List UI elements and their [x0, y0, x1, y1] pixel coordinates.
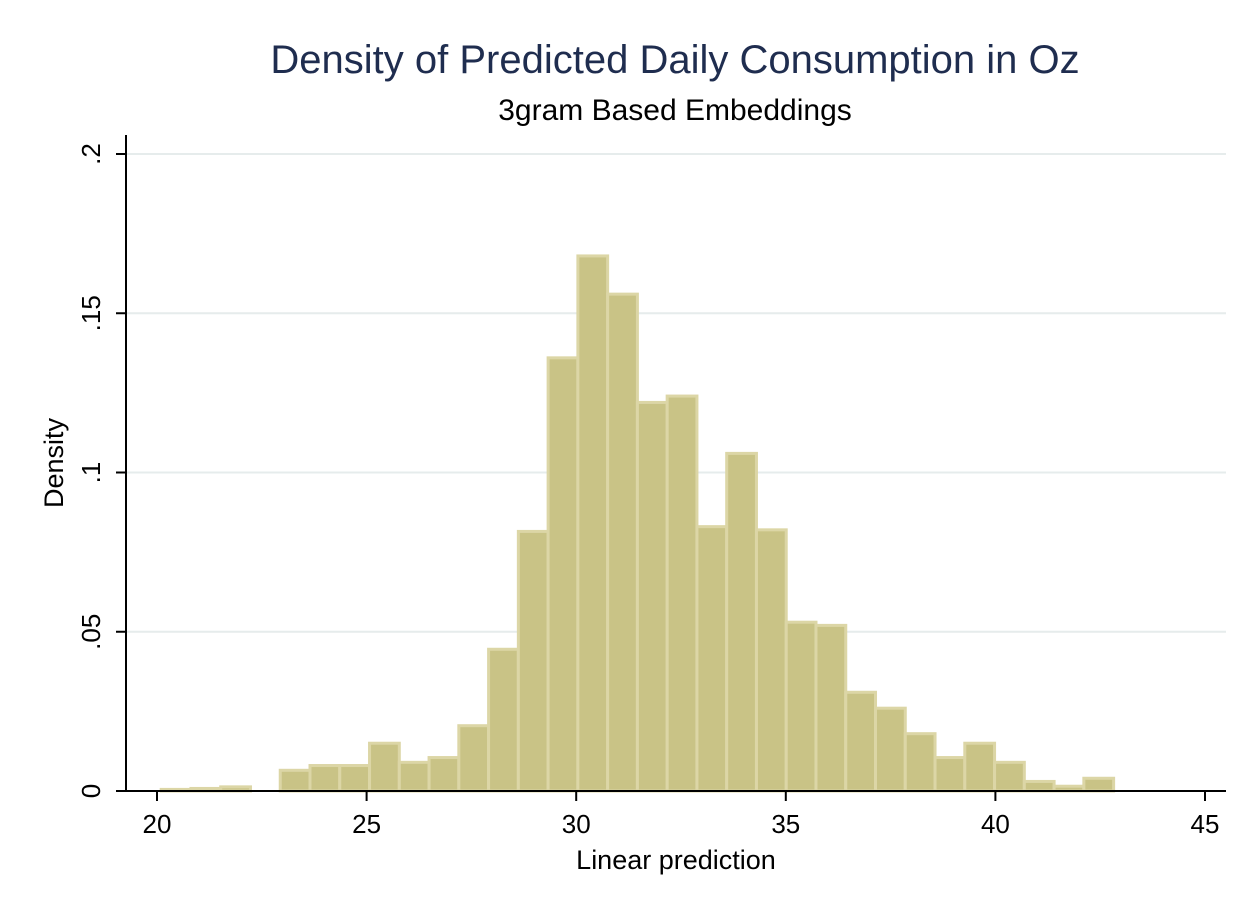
histogram-bar [695, 525, 729, 793]
chart-title: Density of Predicted Daily Consumption i… [270, 38, 1079, 82]
histogram-bar [338, 764, 372, 793]
histogram-bar [368, 741, 401, 793]
histogram-bar [1082, 776, 1116, 793]
histogram-bar [754, 528, 788, 793]
x-axis-title: Linear prediction [576, 845, 776, 875]
histogram-bar [665, 394, 699, 793]
axes [125, 135, 1226, 792]
histogram-bar [457, 724, 491, 793]
y-axis-ticks: 0 .05 .1 .15 .2 [76, 143, 126, 798]
y-axis-title: Density [39, 417, 69, 508]
histogram-bar [635, 400, 669, 793]
histogram-bar [1022, 779, 1056, 793]
y-tick-label: .15 [76, 295, 106, 331]
x-tick-label: 40 [981, 809, 1010, 839]
histogram-bar [278, 768, 312, 793]
histogram-bar [308, 764, 342, 793]
histogram-bar [725, 451, 758, 793]
x-tick-label: 20 [143, 809, 172, 839]
histogram-bar [427, 756, 461, 793]
histogram-bar [606, 292, 639, 793]
histogram-bar [516, 529, 550, 793]
histogram-bar [576, 254, 610, 793]
histogram-bar [933, 756, 967, 793]
histogram-bar [903, 732, 937, 793]
chart-subtitle: 3gram Based Embeddings [498, 94, 852, 127]
y-tick-label: .2 [76, 143, 106, 165]
y-tick-label: 0 [76, 784, 106, 798]
x-tick-label: 25 [352, 809, 381, 839]
x-tick-label: 45 [1191, 809, 1220, 839]
histogram-bar [487, 647, 520, 793]
histogram-bar [397, 760, 431, 793]
histogram-bar [844, 690, 878, 793]
histogram-bar [784, 620, 818, 793]
histogram-bar [546, 356, 580, 793]
x-tick-label: 35 [771, 809, 800, 839]
y-tick-label: .1 [76, 462, 106, 484]
histogram-bar [963, 741, 997, 793]
histogram-bar [874, 706, 907, 793]
histogram-bar [814, 623, 848, 793]
x-axis-ticks: 20 25 30 35 40 45 [143, 791, 1220, 839]
histogram-bars [159, 254, 1116, 793]
y-tick-label: .05 [76, 614, 106, 650]
histogram-bar [993, 760, 1026, 793]
x-tick-label: 30 [562, 809, 591, 839]
